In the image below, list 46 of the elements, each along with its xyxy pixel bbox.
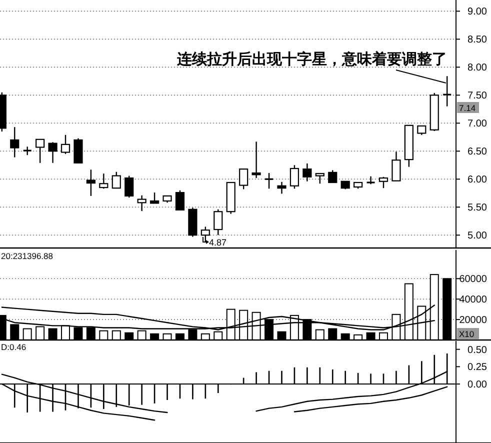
text: 7.14 bbox=[459, 103, 476, 113]
candlestick bbox=[60, 134, 70, 155]
candlestick bbox=[200, 226, 210, 243]
candlestick bbox=[23, 146, 32, 156]
y-tick-label: 7.00 bbox=[468, 118, 488, 130]
y-tick-label: 40000 bbox=[459, 294, 488, 306]
candlestick bbox=[99, 172, 108, 190]
candlestick bbox=[214, 208, 223, 236]
y-tick-label: 5.00 bbox=[468, 230, 488, 242]
candlestick bbox=[112, 171, 121, 189]
annotation: D:0.46 bbox=[1, 342, 26, 352]
y-tick-label: 7.50 bbox=[468, 90, 488, 102]
candlestick bbox=[277, 181, 286, 194]
candlestick bbox=[290, 164, 300, 190]
candlestick bbox=[175, 190, 185, 211]
y-tick-label: 5.50 bbox=[468, 202, 488, 214]
candlestick bbox=[150, 192, 160, 204]
candlestick bbox=[239, 168, 248, 190]
candlestick bbox=[392, 151, 401, 182]
candlestick bbox=[265, 172, 274, 190]
y-tick-label: 0.25 bbox=[468, 362, 488, 374]
y-tick-label: 60000 bbox=[459, 274, 488, 286]
candlestick bbox=[443, 76, 452, 107]
candlestick bbox=[74, 138, 83, 164]
annotation: 20:231396.88 bbox=[1, 251, 54, 261]
y-tick-label: 0.50 bbox=[468, 344, 488, 356]
text: X10 bbox=[459, 329, 474, 339]
candlestick bbox=[10, 126, 20, 158]
candlestick bbox=[302, 162, 312, 182]
annotation: 连续拉升后出现十字星，意味着要调整了 bbox=[176, 50, 447, 68]
candlestick bbox=[378, 176, 388, 189]
annotation: 4.87 bbox=[209, 238, 227, 248]
candlestick bbox=[48, 142, 58, 164]
candlestick bbox=[328, 170, 338, 184]
y-tick-label: 9.00 bbox=[468, 6, 488, 18]
y-tick-label: 20000 bbox=[459, 315, 488, 326]
candlestick bbox=[252, 141, 261, 179]
y-tick-label: 8.50 bbox=[468, 34, 488, 46]
y-tick-label: 6.50 bbox=[468, 146, 488, 158]
y-tick-label: 6.00 bbox=[468, 174, 488, 186]
y-tick-label: 0.00 bbox=[468, 380, 488, 391]
candlestick bbox=[36, 138, 45, 164]
candlestick bbox=[124, 175, 134, 198]
candlestick bbox=[137, 194, 146, 212]
candlestick bbox=[86, 169, 96, 197]
y-tick-label: 8.00 bbox=[468, 62, 488, 74]
